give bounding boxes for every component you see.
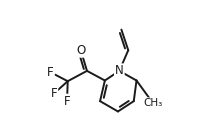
Text: F: F	[51, 87, 57, 100]
Text: F: F	[64, 95, 70, 108]
Text: N: N	[115, 64, 124, 77]
Text: F: F	[47, 66, 54, 79]
Text: CH₃: CH₃	[143, 98, 163, 108]
Text: O: O	[76, 44, 85, 57]
